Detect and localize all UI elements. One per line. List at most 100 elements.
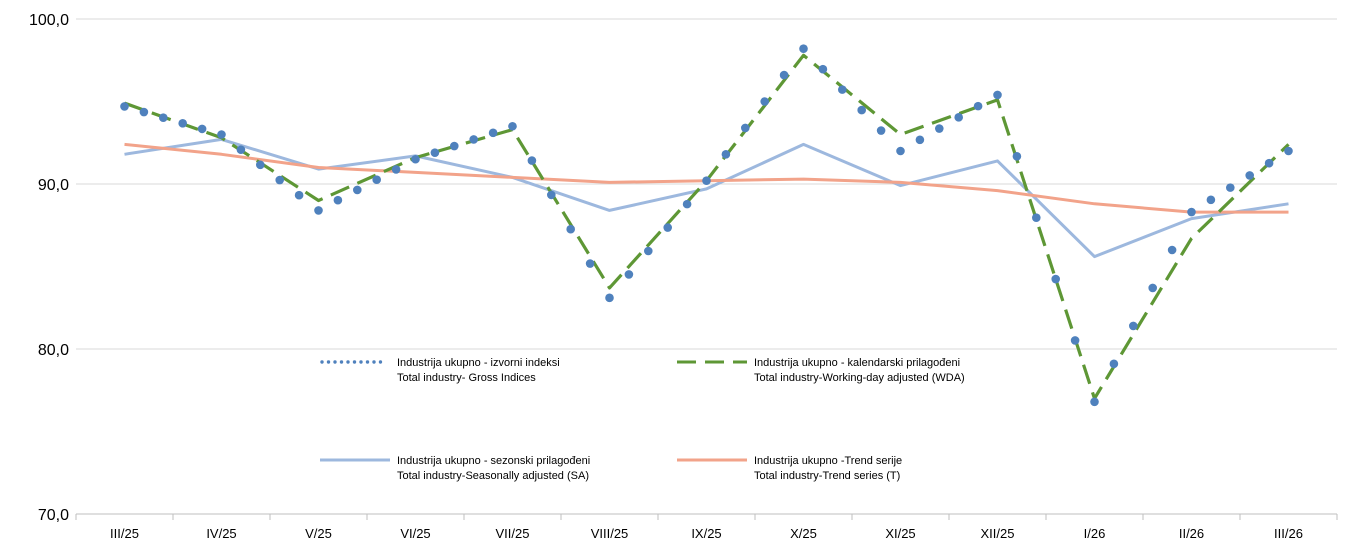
dot-marker xyxy=(275,175,285,185)
dot-marker xyxy=(779,70,789,80)
y-axis: 70,0 80,0 90,0 100,0 xyxy=(29,12,69,524)
dot-marker xyxy=(741,123,750,133)
dot-marker xyxy=(954,113,963,122)
y-tick-label: 90,0 xyxy=(38,177,69,194)
legend-swatch-dot xyxy=(333,360,337,364)
dot-marker xyxy=(333,195,343,205)
legend: Industrija ukupno - izvorni indeksi Total… xyxy=(320,357,965,482)
dot-marker xyxy=(450,141,459,151)
dot-marker xyxy=(1012,151,1022,161)
x-tick-label: III/26 xyxy=(1274,526,1303,541)
dot-marker xyxy=(857,105,866,115)
dot-marker xyxy=(488,128,498,138)
dot-marker xyxy=(663,223,672,232)
dot-marker xyxy=(1148,283,1157,293)
dot-marker xyxy=(1167,245,1177,255)
y-tick-label: 80,0 xyxy=(38,342,69,359)
x-tick-label: III/25 xyxy=(110,526,139,541)
dot-marker xyxy=(236,145,246,154)
dot-marker xyxy=(838,85,847,94)
dot-marker xyxy=(197,124,207,134)
data-point xyxy=(508,121,517,131)
y-tick-label: 100,0 xyxy=(29,12,69,29)
dot-marker xyxy=(644,246,653,256)
legend-item-wda: Industrija ukupno - kalendarski prilagođ… xyxy=(677,357,965,384)
legend-label-en: Total industry-Seasonally adjusted (SA) xyxy=(397,470,589,482)
y-tick-label: 70,0 xyxy=(38,507,69,524)
dot-marker xyxy=(430,148,440,157)
dot-marker xyxy=(372,175,382,185)
dot-marker xyxy=(178,118,187,128)
data-point xyxy=(217,130,226,139)
dot-marker xyxy=(391,165,401,174)
dot-marker xyxy=(624,270,634,279)
legend-swatch-dot xyxy=(339,360,344,364)
dot-marker xyxy=(818,64,828,74)
data-point xyxy=(605,293,614,303)
dot-marker xyxy=(255,160,265,170)
legend-swatch-dot xyxy=(346,360,350,364)
data-point xyxy=(1090,397,1099,407)
x-tick-label: XII/25 xyxy=(981,526,1015,541)
series-line-sa xyxy=(124,137,1289,259)
x-axis: III/25 IV/25 V/25 VI/25 VII/25 VIII/25 IX/25 X/… xyxy=(75,513,1338,541)
dot-marker xyxy=(585,259,595,268)
dot-marker xyxy=(721,150,731,159)
dot-marker xyxy=(1264,158,1274,168)
x-tick-label: X/25 xyxy=(790,526,817,541)
legend-swatch-dot xyxy=(326,360,331,364)
legend-swatch-dot xyxy=(352,360,357,364)
dot-marker xyxy=(294,190,304,200)
dot-marker xyxy=(566,224,575,234)
dot-marker xyxy=(876,126,886,135)
dot-marker xyxy=(1070,336,1080,345)
legend-label-en: Total industry-Trend series (T) xyxy=(754,470,900,482)
dot-marker xyxy=(682,199,692,209)
legend-swatch-dot xyxy=(320,360,324,364)
data-point xyxy=(799,44,808,53)
dot-marker xyxy=(1245,171,1254,180)
dot-marker xyxy=(915,135,925,145)
legend-label-hr: Industrija ukupno - sezonski prilagođeni xyxy=(397,455,590,467)
series-line-wda xyxy=(123,53,1290,401)
dot-marker xyxy=(1129,321,1138,331)
legend-label-en: Total industry- Gross Indices xyxy=(397,372,536,384)
x-tick-label: II/26 xyxy=(1179,526,1204,541)
x-tick-label: I/26 xyxy=(1084,526,1106,541)
data-point xyxy=(411,154,420,164)
series-gross xyxy=(120,44,1293,407)
legend-item-trend: Industrija ukupno -Trend serije Total ind… xyxy=(677,455,902,482)
series-layer xyxy=(120,44,1293,407)
legend-item-gross: Industrija ukupno - izvorni indeksi Total… xyxy=(320,357,560,384)
x-tick-label: V/25 xyxy=(305,526,332,541)
dot-marker xyxy=(547,190,556,200)
x-tick-label: VI/25 xyxy=(400,526,430,541)
legend-swatch-dot xyxy=(359,360,363,364)
dot-marker xyxy=(1032,213,1041,222)
dot-marker xyxy=(469,135,479,144)
dot-marker xyxy=(353,185,362,195)
data-point xyxy=(1187,207,1196,217)
x-tick-label: VIII/25 xyxy=(591,526,629,541)
dot-marker xyxy=(1109,359,1119,369)
legend-label-hr: Industrija ukupno - kalendarski prilagođ… xyxy=(754,357,960,369)
legend-swatch-dot xyxy=(378,360,383,364)
dot-marker xyxy=(935,124,944,133)
data-point xyxy=(896,146,905,156)
data-point xyxy=(1284,146,1293,156)
dot-marker xyxy=(973,101,983,111)
data-point xyxy=(314,206,323,215)
legend-item-sa: Industrija ukupno - sezonski prilagođeni… xyxy=(320,455,590,482)
legend-label-hr: Industrija ukupno -Trend serije xyxy=(754,455,902,467)
dot-marker xyxy=(159,113,168,122)
data-point xyxy=(993,90,1002,100)
dot-marker xyxy=(1051,274,1060,284)
x-tick-label: VII/25 xyxy=(496,526,530,541)
dot-marker xyxy=(760,97,769,106)
legend-label-hr: Industrija ukupno - izvorni indeksi xyxy=(397,357,560,369)
legend-label-en: Total industry-Working-day adjusted (WDA… xyxy=(754,372,965,384)
x-tick-label: IV/25 xyxy=(206,526,236,541)
dot-marker xyxy=(527,156,537,165)
legend-swatch-dot xyxy=(372,360,376,364)
